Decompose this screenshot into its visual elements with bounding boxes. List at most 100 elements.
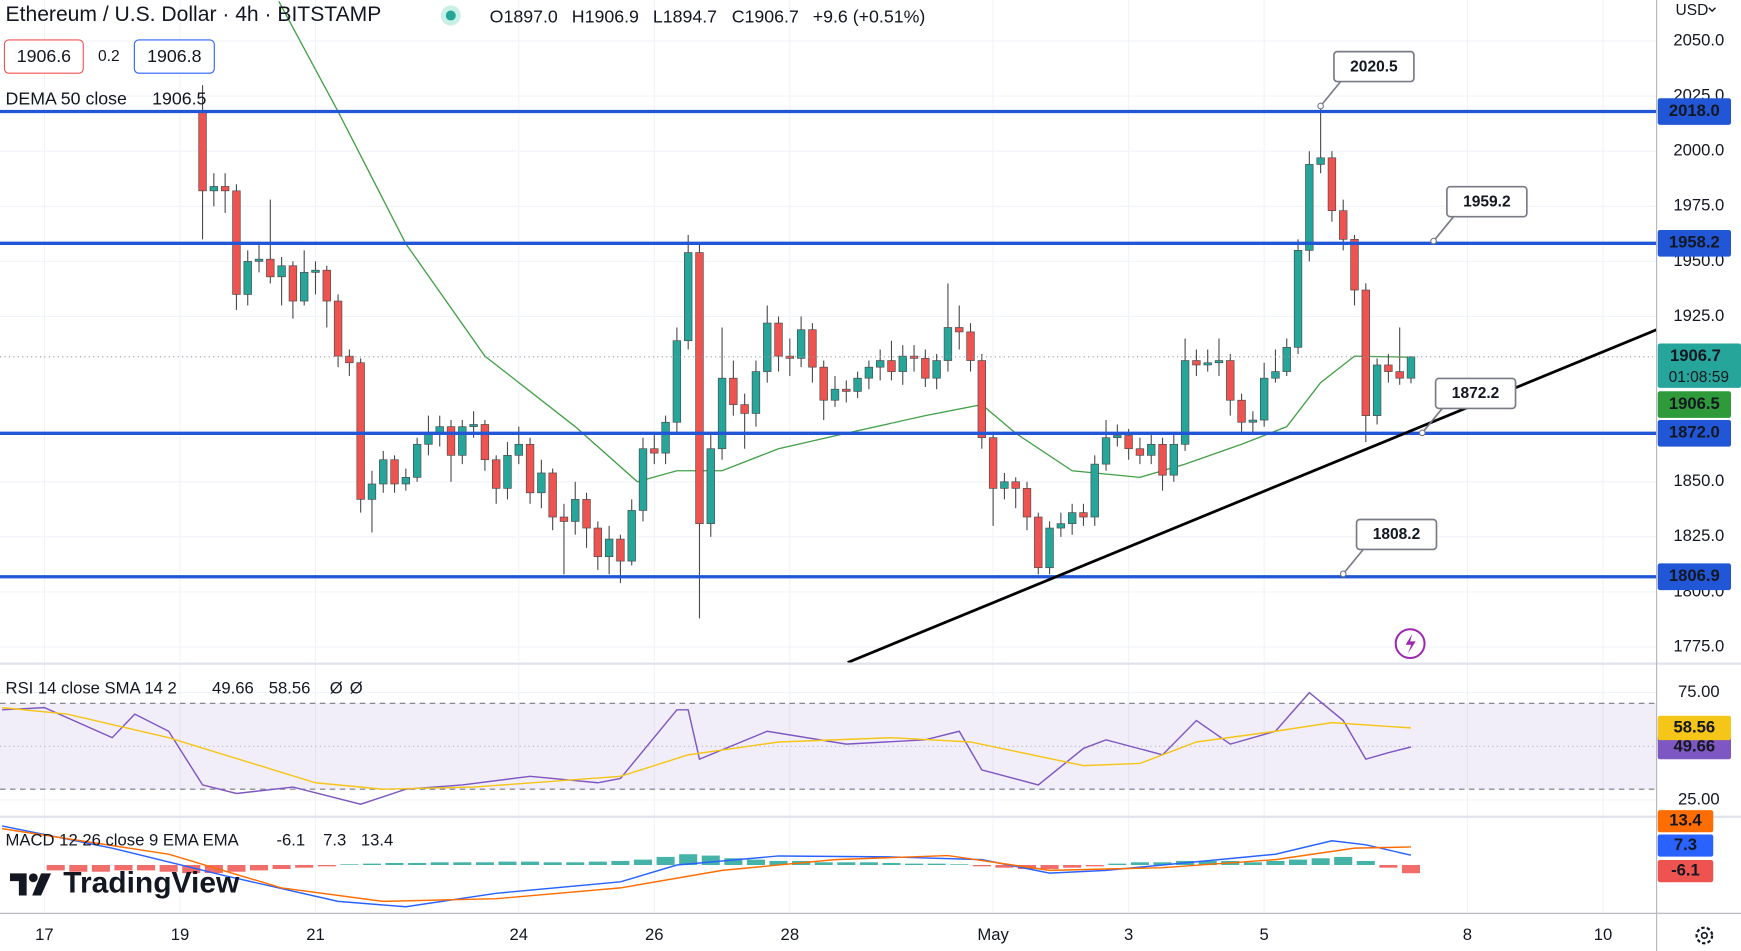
candle-body bbox=[379, 459, 388, 485]
macd-histogram-bar bbox=[1356, 860, 1375, 865]
candle-body bbox=[1034, 516, 1043, 569]
candle-body bbox=[796, 329, 806, 359]
macd-histogram-bar bbox=[679, 854, 698, 865]
macd-value-label: 7.3 bbox=[1674, 835, 1697, 854]
candle-body bbox=[695, 252, 704, 524]
macd-histogram-bar bbox=[859, 862, 878, 865]
macd-histogram-bar bbox=[1243, 862, 1262, 865]
callout-point bbox=[1430, 237, 1437, 245]
candle-body bbox=[1259, 377, 1269, 421]
candle-body bbox=[616, 538, 625, 562]
candle-body bbox=[842, 388, 851, 392]
macd-histogram-bar bbox=[1040, 864, 1059, 870]
candle-body bbox=[220, 186, 230, 192]
callout-box bbox=[1355, 518, 1438, 551]
macd-histogram-bar bbox=[724, 858, 743, 865]
ask-box[interactable] bbox=[133, 39, 215, 74]
macd-histogram-bar bbox=[69, 864, 88, 872]
currency[interactable]: USD bbox=[1675, 2, 1708, 19]
callout-box bbox=[1446, 185, 1528, 218]
level-box bbox=[1657, 98, 1732, 125]
ohlc-legend: +9.6 (+0.51%) bbox=[813, 6, 926, 26]
macd-legend-value: -6.1 bbox=[276, 831, 305, 850]
level-box bbox=[1657, 563, 1732, 591]
candle-body bbox=[1158, 443, 1167, 476]
candle-body bbox=[1339, 210, 1348, 240]
macd-value-box bbox=[1657, 860, 1714, 883]
macd-histogram-bar bbox=[1379, 864, 1398, 868]
dema-legend[interactable]: DEMA 50 close bbox=[6, 89, 128, 109]
x-tick-label: 24 bbox=[510, 925, 529, 944]
candle-body bbox=[887, 360, 896, 372]
y-tick-label: 25.00 bbox=[1678, 789, 1720, 808]
bid-box[interactable] bbox=[3, 39, 84, 74]
macd-histogram-bar bbox=[340, 864, 359, 865]
x-tick-label: 28 bbox=[781, 925, 800, 944]
candle-body bbox=[1316, 157, 1325, 165]
candle-body bbox=[266, 258, 275, 278]
macd-legend[interactable]: MACD 12 26 close 9 EMA EMA bbox=[6, 831, 240, 850]
macd-line bbox=[1, 825, 1412, 908]
settings-icon[interactable] bbox=[1695, 926, 1714, 945]
rsi-line bbox=[2, 691, 1412, 805]
candle-body bbox=[209, 186, 219, 192]
symbol-title[interactable]: Ethereum / U.S. Dollar · 4h · BITSTAMP bbox=[6, 3, 382, 26]
currency-caret bbox=[1708, 7, 1716, 13]
x-tick-label: 3 bbox=[1124, 925, 1133, 944]
ohlc-legend: L1894.7 bbox=[653, 6, 717, 26]
candle-body bbox=[469, 424, 478, 428]
candle-body bbox=[446, 426, 456, 456]
trendline bbox=[847, 328, 1657, 663]
last-price-box bbox=[1657, 343, 1741, 388]
candle-body bbox=[1372, 364, 1382, 416]
settings-icon-center bbox=[1700, 931, 1708, 940]
last-price-label: 1906.7 bbox=[1670, 346, 1721, 365]
candle-body bbox=[1237, 399, 1246, 423]
candle-body bbox=[311, 269, 320, 273]
candle-body bbox=[345, 355, 354, 364]
x-tick-label: 19 bbox=[171, 925, 190, 944]
ohlc-legend: H1906.9 bbox=[572, 6, 639, 26]
bid-price: 1906.6 bbox=[17, 46, 71, 66]
x-tick-label: 17 bbox=[35, 925, 54, 944]
macd-histogram-bar bbox=[1085, 864, 1104, 867]
macd-histogram-bar bbox=[475, 862, 494, 865]
candle-body bbox=[390, 459, 399, 485]
macd-legend-value: 7.3 bbox=[323, 831, 346, 850]
level-box bbox=[1657, 229, 1732, 257]
candle-body bbox=[1192, 360, 1201, 366]
dema-axis-label: 1906.5 bbox=[1669, 394, 1720, 413]
x-tick-label: May bbox=[977, 925, 1009, 944]
callout-leader bbox=[1342, 548, 1364, 575]
y-tick-label: 75.00 bbox=[1678, 682, 1720, 701]
macd-histogram-bar bbox=[249, 864, 269, 871]
candle-body bbox=[1327, 157, 1337, 212]
candle-body bbox=[1101, 437, 1111, 465]
candle-body bbox=[774, 322, 783, 357]
candle-body bbox=[1282, 346, 1291, 372]
candle-body bbox=[1147, 443, 1156, 456]
callout-box bbox=[1434, 377, 1517, 410]
macd-histogram-bar bbox=[1153, 862, 1172, 865]
candle-body bbox=[1180, 360, 1190, 445]
rsi-legend[interactable]: RSI 14 close SMA 14 2 bbox=[6, 679, 177, 698]
ask-price: 1906.8 bbox=[147, 46, 201, 66]
callout-label: 1959.2 bbox=[1463, 193, 1511, 210]
candle-body bbox=[559, 516, 569, 522]
callout-leader bbox=[1421, 407, 1443, 434]
rsi-value-box bbox=[1657, 734, 1732, 760]
macd-histogram-bar bbox=[1311, 858, 1330, 865]
candle-body bbox=[1203, 362, 1212, 366]
candle-body bbox=[1271, 371, 1280, 379]
candle-body bbox=[254, 258, 264, 262]
logo-part bbox=[32, 873, 52, 896]
candle-body bbox=[1000, 481, 1009, 489]
macd-histogram-bar bbox=[746, 859, 765, 865]
rsi-value-label: 49.66 bbox=[1674, 736, 1716, 755]
candle-body bbox=[819, 366, 828, 401]
candle-body bbox=[525, 443, 535, 494]
candle-body bbox=[582, 499, 591, 529]
